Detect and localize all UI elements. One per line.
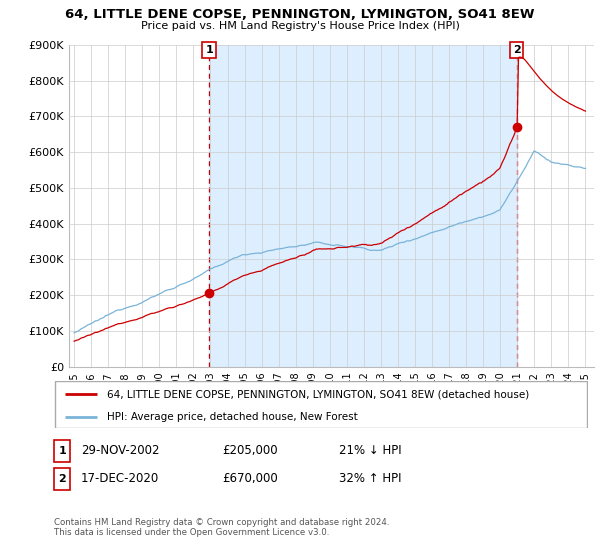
Text: 64, LITTLE DENE COPSE, PENNINGTON, LYMINGTON, SO41 8EW: 64, LITTLE DENE COPSE, PENNINGTON, LYMIN… <box>65 8 535 21</box>
Bar <box>209 45 517 367</box>
Text: 21% ↓ HPI: 21% ↓ HPI <box>339 444 401 458</box>
Text: 2: 2 <box>513 45 520 55</box>
FancyBboxPatch shape <box>55 381 587 428</box>
Text: HPI: Average price, detached house, New Forest: HPI: Average price, detached house, New … <box>107 412 358 422</box>
Text: £670,000: £670,000 <box>222 472 278 486</box>
Text: 2: 2 <box>58 474 66 484</box>
Text: 1: 1 <box>58 446 66 456</box>
Text: £205,000: £205,000 <box>222 444 278 458</box>
Text: 29-NOV-2002: 29-NOV-2002 <box>81 444 160 458</box>
Text: 32% ↑ HPI: 32% ↑ HPI <box>339 472 401 486</box>
Text: 1: 1 <box>205 45 213 55</box>
Text: 64, LITTLE DENE COPSE, PENNINGTON, LYMINGTON, SO41 8EW (detached house): 64, LITTLE DENE COPSE, PENNINGTON, LYMIN… <box>107 389 530 399</box>
Text: 17-DEC-2020: 17-DEC-2020 <box>81 472 159 486</box>
Text: Contains HM Land Registry data © Crown copyright and database right 2024.
This d: Contains HM Land Registry data © Crown c… <box>54 518 389 538</box>
Text: Price paid vs. HM Land Registry's House Price Index (HPI): Price paid vs. HM Land Registry's House … <box>140 21 460 31</box>
